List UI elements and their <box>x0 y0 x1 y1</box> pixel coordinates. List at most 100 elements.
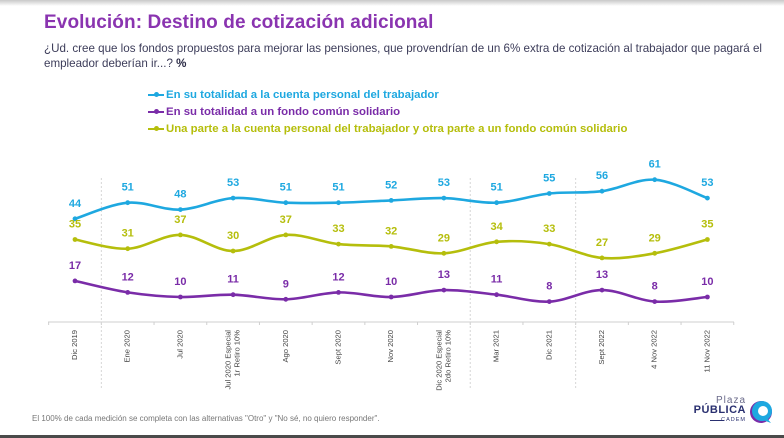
data-label: 10 <box>385 276 397 288</box>
x-tick-label: 4 Nov 2022 <box>650 330 659 369</box>
data-point <box>178 232 183 238</box>
data-label: 31 <box>122 228 134 240</box>
data-point <box>336 241 341 247</box>
legend-swatch-olive <box>148 126 164 131</box>
plaza-publica-cadem-logo: Plaza PÚBLICA CADEM <box>694 395 774 427</box>
x-tick-label: Jul 2020 Especial <box>224 330 233 390</box>
data-point <box>283 296 289 302</box>
data-point <box>599 188 605 194</box>
data-point <box>494 200 499 206</box>
legend-swatch-purple <box>148 109 164 114</box>
x-tick-label: 2do Retiro 10% <box>443 330 452 383</box>
data-point <box>125 246 131 252</box>
legend-swatch-blue <box>148 92 164 97</box>
data-point <box>546 241 552 247</box>
data-point <box>599 287 605 293</box>
x-tick-label: Jul 2020 <box>175 330 184 359</box>
data-label: 53 <box>701 177 713 189</box>
x-tick-label: Sept 2022 <box>597 330 606 365</box>
data-label: 11 <box>227 274 239 286</box>
top-shadow-bar <box>0 0 784 6</box>
data-point <box>705 294 710 300</box>
data-point <box>283 232 289 238</box>
data-label: 8 <box>546 281 552 293</box>
legend-label: Una parte a la cuenta personal del traba… <box>166 122 628 135</box>
data-point <box>283 200 289 206</box>
data-label: 8 <box>652 281 658 293</box>
data-label: 10 <box>701 276 713 288</box>
data-point <box>705 195 710 201</box>
data-label: 34 <box>490 221 503 233</box>
data-label: 55 <box>543 173 555 185</box>
data-point <box>336 290 341 295</box>
data-point <box>652 177 658 183</box>
data-point <box>125 200 131 206</box>
data-label: 37 <box>174 214 186 226</box>
data-label: 9 <box>283 278 289 290</box>
data-point <box>125 290 131 295</box>
data-point <box>388 198 394 203</box>
data-label: 32 <box>385 225 397 237</box>
data-label: 51 <box>490 182 502 194</box>
data-label: 12 <box>122 271 134 283</box>
speech-bubble-logo-icon <box>750 401 772 423</box>
data-label: 51 <box>332 182 344 194</box>
data-point <box>178 294 183 300</box>
data-point <box>72 216 78 222</box>
data-point <box>336 200 341 206</box>
data-point <box>546 191 552 196</box>
data-label: 35 <box>701 219 713 231</box>
data-point <box>652 250 658 256</box>
data-point <box>494 292 499 298</box>
x-tick-label: 1r Retiro 10% <box>233 330 242 377</box>
data-label: 13 <box>596 269 608 281</box>
x-tick-label: Nov 2020 <box>386 330 395 363</box>
legend-item-mixto: Una parte a la cuenta personal del traba… <box>148 120 627 137</box>
question-text: ¿Ud. cree que los fondos propuestos para… <box>44 42 762 70</box>
data-label: 10 <box>174 276 186 288</box>
data-label: 51 <box>122 182 134 194</box>
data-label: 12 <box>332 271 344 283</box>
data-point <box>230 292 236 298</box>
data-point <box>441 287 447 293</box>
data-label: 52 <box>385 179 397 191</box>
data-label: 29 <box>649 232 661 244</box>
data-label: 29 <box>438 232 450 244</box>
data-point <box>230 195 236 201</box>
data-label: 61 <box>649 159 661 171</box>
data-label: 48 <box>174 189 186 201</box>
data-point <box>441 195 447 201</box>
data-point <box>72 278 78 284</box>
data-point <box>178 207 183 213</box>
data-point <box>388 244 394 249</box>
legend-item-cuenta-personal: En su totalidad a la cuenta personal del… <box>148 86 627 103</box>
data-label: 11 <box>491 274 503 286</box>
survey-question: ¿Ud. cree que los fondos propuestos para… <box>44 41 764 71</box>
footnote: El 100% de cada medición se completa con… <box>32 414 380 423</box>
data-label: 35 <box>69 219 81 231</box>
x-tick-label: Mar 2021 <box>492 330 501 362</box>
chart-legend: En su totalidad a la cuenta personal del… <box>148 86 627 137</box>
data-point <box>546 299 552 304</box>
data-point <box>599 255 605 261</box>
data-point <box>230 248 236 254</box>
data-label: 27 <box>596 237 608 249</box>
x-tick-label: Ene 2020 <box>123 330 132 363</box>
logo-cadem-text: CADEM <box>721 417 746 423</box>
data-label: 37 <box>280 214 292 226</box>
data-point <box>72 237 78 242</box>
data-point <box>652 299 658 304</box>
data-label: 17 <box>69 260 81 272</box>
data-label: 30 <box>227 230 239 242</box>
x-tick-label: Dic 2020 Especial <box>434 330 443 391</box>
x-tick-label: Ago 2020 <box>281 330 290 363</box>
question-unit: % <box>176 57 187 70</box>
data-label: 53 <box>227 177 239 189</box>
data-point <box>388 294 394 300</box>
legend-label: En su totalidad a la cuenta personal del… <box>166 88 439 101</box>
bottom-bar <box>0 435 784 438</box>
logo-underline <box>710 420 724 421</box>
legend-label: En su totalidad a un fondo común solidar… <box>166 105 401 118</box>
data-label: 13 <box>438 269 450 281</box>
